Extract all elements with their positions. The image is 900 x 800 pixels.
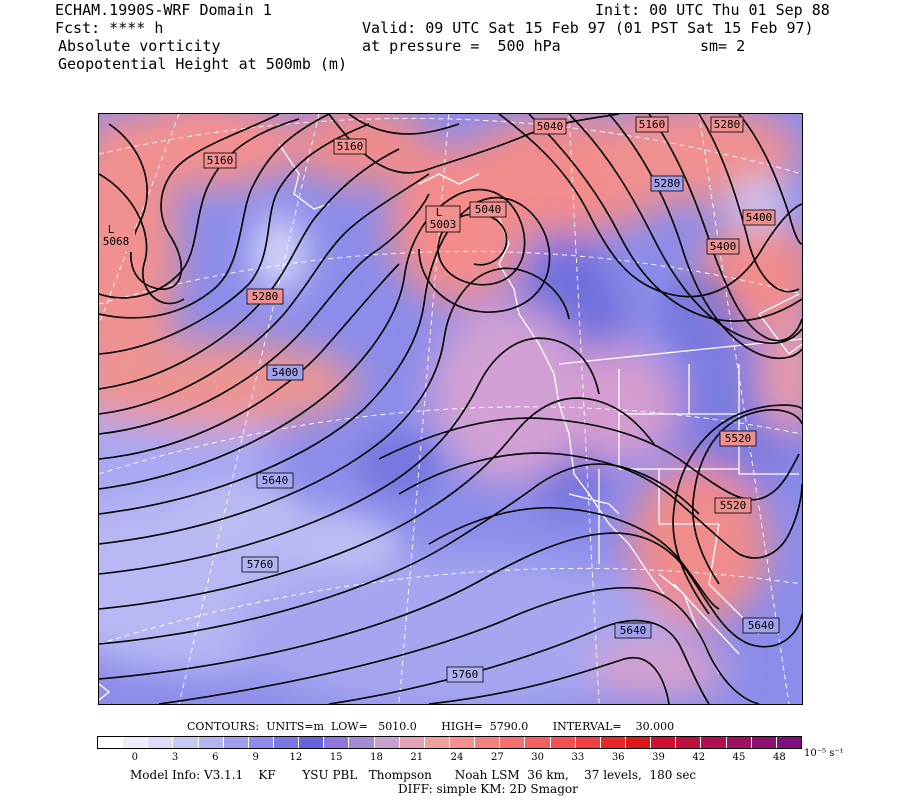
colorbar-ticks: 0 3 6 9 12 15 18 21 24 27 30 33 36 39 42 45 48	[97, 752, 802, 764]
colorbar-cell	[726, 737, 752, 748]
colorbar-tick-label: 27	[490, 752, 504, 763]
colorbar-tick-label: 48	[772, 752, 786, 763]
colorbar-cell	[173, 737, 199, 748]
colorbar-units: 10⁻⁵ s⁻¹	[804, 748, 844, 759]
low-value: 5003	[430, 218, 457, 231]
weather-map: 5160 5160 5040 5160 5280 5280 5400 5400 …	[98, 113, 803, 705]
smoothing-value: sm= 2	[700, 37, 746, 55]
colorbar-cell	[148, 737, 174, 748]
colorbar	[97, 736, 802, 749]
colorbar-cell	[500, 737, 526, 748]
contour-label: 5640	[748, 619, 775, 632]
colorbar-tick-label: 0	[131, 752, 138, 763]
colorbar-cell	[273, 737, 300, 748]
contour-label: 5400	[710, 240, 737, 253]
colorbar-cell	[198, 737, 224, 748]
colorbar-cell	[324, 737, 350, 748]
contour-label: 5040	[475, 203, 502, 216]
contour-label: 5760	[247, 558, 274, 571]
low-marker: L	[108, 223, 115, 236]
colorbar-tick-label: 33	[571, 752, 585, 763]
colorbar-cell	[248, 737, 274, 748]
colorbar-cell	[525, 737, 551, 748]
colorbar-tick-label: 21	[410, 752, 424, 763]
colorbar-cell	[575, 737, 601, 748]
contour-label: 5640	[620, 624, 647, 637]
contour-info: CONTOURS: UNITS=m LOW= 5010.0 HIGH= 5790…	[187, 720, 675, 733]
vorticity-shading	[99, 114, 802, 704]
colorbar-cell	[223, 737, 249, 748]
colorbar-tick-label: 6	[212, 752, 219, 763]
plot-title: ECHAM.1990S-WRF Domain 1	[55, 1, 272, 19]
contour-label: 5520	[725, 432, 752, 445]
colorbar-cell	[299, 737, 325, 748]
contour-label: 5280	[654, 177, 681, 190]
contour-label: 5400	[746, 211, 773, 224]
colorbar-cell	[751, 737, 777, 748]
colorbar-tick-label: 30	[531, 752, 544, 763]
colorbar-cell	[701, 737, 727, 748]
lat-lon-grid	[99, 114, 802, 704]
model-info: Model Info: V3.1.1 KF YSU PBL Thompson N…	[130, 768, 697, 782]
colorbar-cell	[98, 737, 124, 748]
forecast-hour: Fcst: **** h	[55, 19, 164, 37]
colorbar-cell	[449, 737, 476, 748]
colorbar-cell	[550, 737, 576, 748]
pressure-level: at pressure = 500 hPa	[362, 37, 561, 55]
colorbar-tick-label: 12	[289, 752, 303, 763]
contour-label: 5160	[337, 140, 364, 153]
field-name-2: Geopotential Height at 500mb (m)	[58, 55, 347, 73]
contour-label: 5640	[262, 474, 289, 487]
colorbar-tick-label: 3	[171, 752, 179, 763]
colorbar-tick-label: 15	[329, 752, 343, 763]
colorbar-cell	[676, 737, 702, 748]
colorbar-tick-label: 39	[652, 752, 665, 763]
political-boundaries	[99, 143, 802, 701]
height-contours	[99, 114, 802, 704]
colorbar-tick-label: 24	[450, 752, 464, 763]
contour-label: 5760	[452, 668, 479, 681]
colorbar-tick-label: 36	[611, 752, 625, 763]
colorbar-cell	[374, 737, 400, 748]
colorbar-cell	[651, 737, 677, 748]
field-name-1: Absolute vorticity	[58, 37, 221, 55]
colorbar-cell	[349, 737, 375, 748]
contour-labels: 5160 5160 5040 5160 5280 5280 5400 5400 …	[99, 116, 780, 683]
colorbar-cell	[123, 737, 149, 748]
colorbar-cell	[625, 737, 652, 748]
colorbar-cell	[600, 737, 626, 748]
init-time: Init: 00 UTC Thu 01 Sep 88	[595, 1, 830, 19]
low-value: 5068	[103, 235, 130, 248]
colorbar-cell	[399, 737, 425, 748]
colorbar-cell	[475, 737, 501, 748]
contour-label: 5160	[639, 118, 666, 131]
valid-time: Valid: 09 UTC Sat 15 Feb 97 (01 PST Sat …	[362, 19, 814, 37]
low-marker: L	[436, 206, 443, 219]
contour-label: 5040	[537, 120, 564, 133]
contour-label: 5280	[714, 118, 741, 131]
colorbar-cell	[424, 737, 450, 748]
contour-label: 5280	[252, 290, 279, 303]
colorbar-tick-label: 42	[692, 752, 706, 763]
colorbar-tick-label: 18	[370, 752, 383, 763]
diff-info: DIFF: simple KM: 2D Smagor	[398, 782, 578, 796]
contour-label: 5520	[720, 499, 747, 512]
colorbar-cell	[776, 737, 801, 748]
colorbar-tick-label: 45	[732, 752, 746, 763]
colorbar-tick-label: 9	[252, 752, 259, 763]
contour-label: 5400	[272, 366, 299, 379]
contour-label: 5160	[207, 154, 234, 167]
